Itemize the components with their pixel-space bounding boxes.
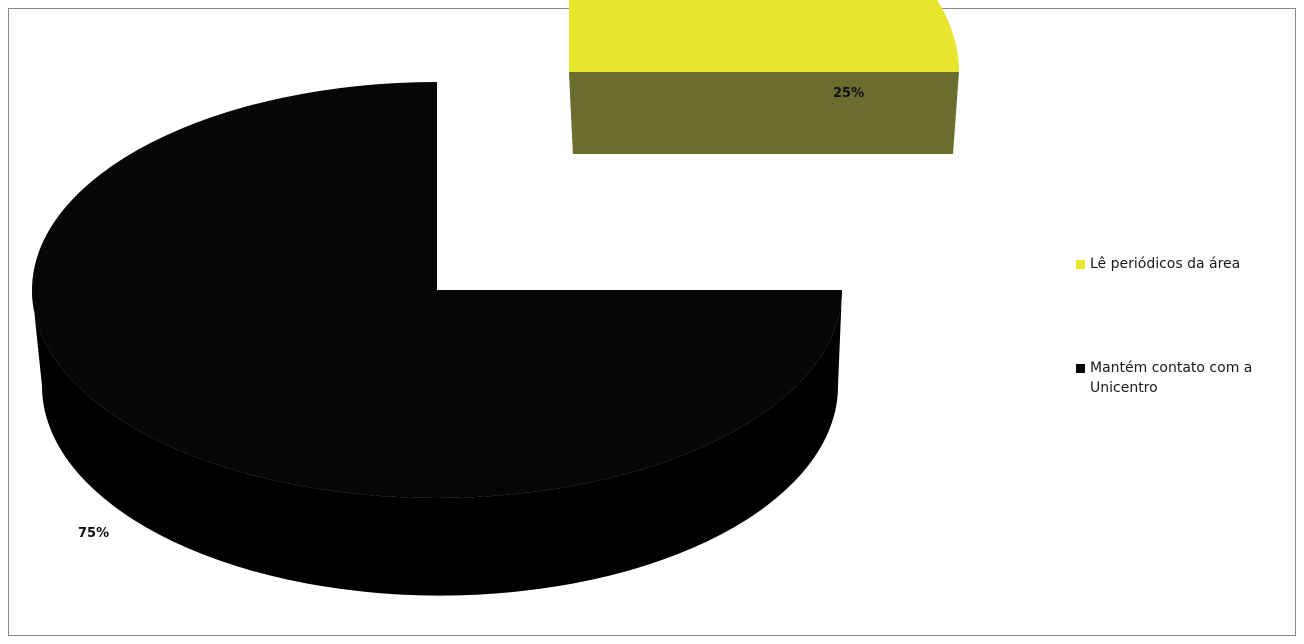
data-label-keeps-contact: 75%	[78, 526, 110, 541]
legend-label: Mantém contato com a Unicentro	[1090, 360, 1253, 396]
legend-label: Lê periódicos da área	[1090, 256, 1241, 272]
slice-keeps-contact	[32, 82, 842, 498]
legend-item-reads-journals: Lê periódicos da área	[1076, 254, 1286, 274]
legend-swatch-black	[1076, 364, 1085, 373]
slice-side-reads-journals	[569, 72, 959, 154]
slice-reads-journals	[569, 0, 959, 72]
legend-item-keeps-contact: Mantém contato com a Unicentro	[1076, 358, 1286, 398]
pie-slices	[32, 0, 959, 596]
slice-side-keeps-contact	[32, 290, 842, 596]
legend: Lê periódicos da área Mantém contato com…	[1076, 254, 1286, 398]
legend-swatch-yellow	[1076, 260, 1085, 269]
data-label-reads-journals: 25%	[833, 86, 865, 101]
